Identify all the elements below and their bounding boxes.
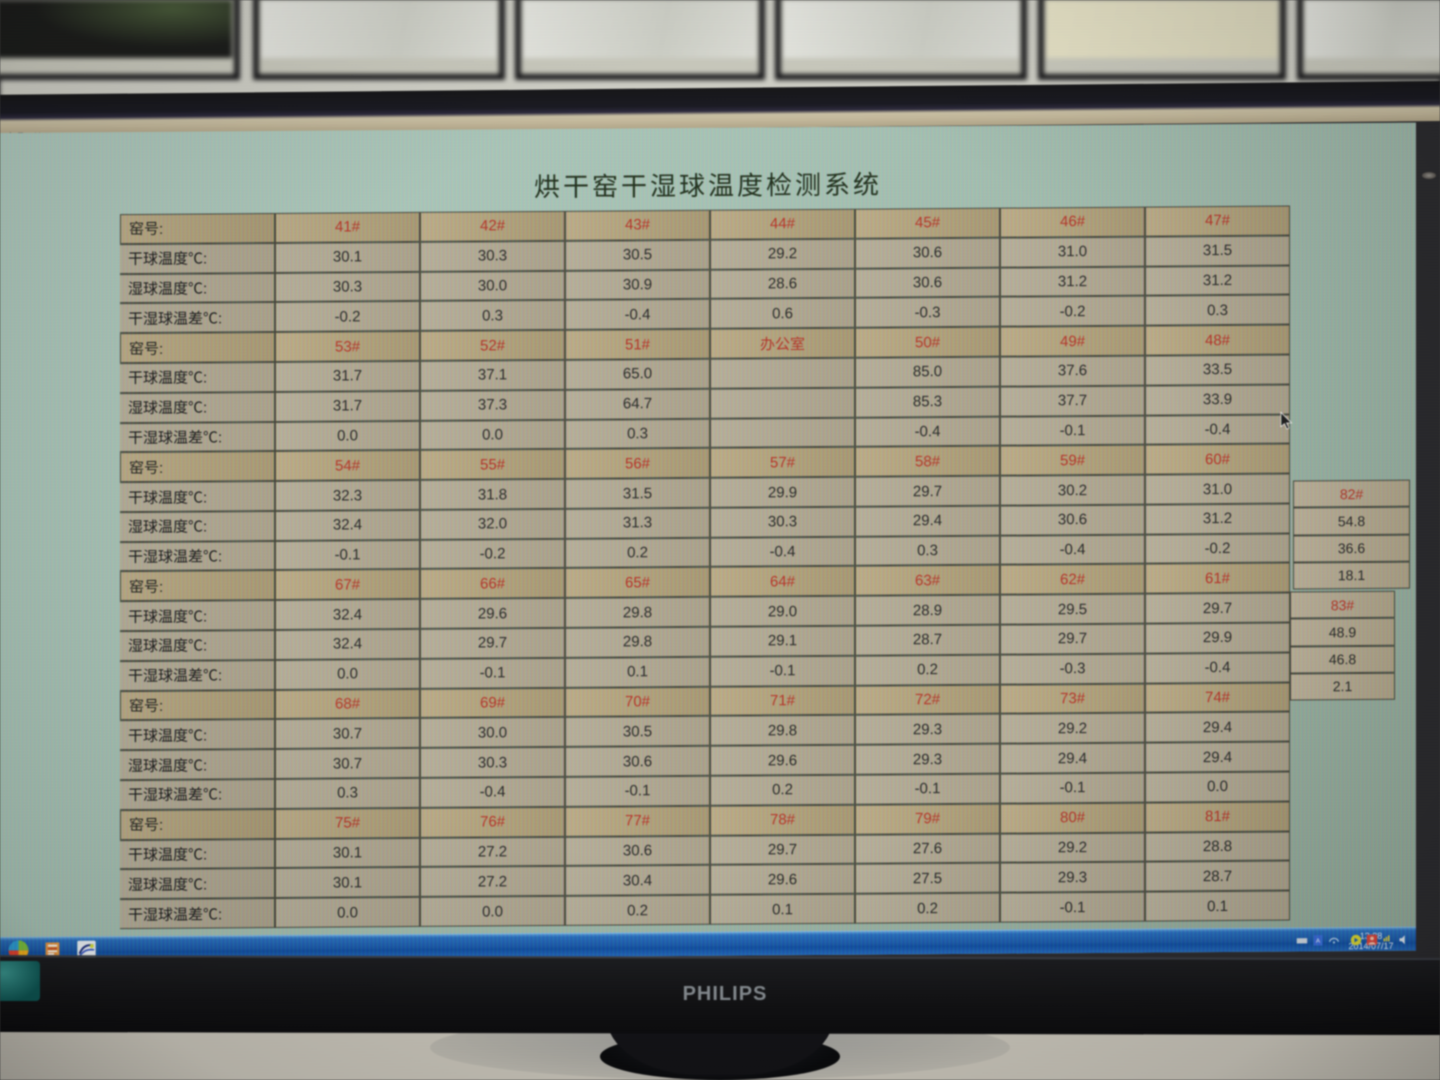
svg-text:A: A (1316, 939, 1320, 945)
